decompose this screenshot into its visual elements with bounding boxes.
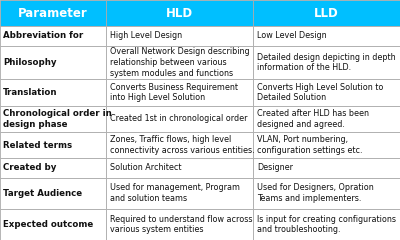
Text: Chronological order in
design phase: Chronological order in design phase — [3, 109, 112, 129]
Bar — [0, 26, 106, 46]
Bar — [253, 158, 400, 178]
Text: Converts Business Requirement
into High Level Solution: Converts Business Requirement into High … — [110, 83, 238, 102]
Bar — [0, 79, 106, 106]
Text: Expected outcome: Expected outcome — [3, 220, 94, 229]
Text: VLAN, Port numbering,
configuration settings etc.: VLAN, Port numbering, configuration sett… — [257, 135, 363, 155]
Bar — [253, 0, 400, 26]
Text: Translation: Translation — [3, 88, 58, 97]
Text: LLD: LLD — [314, 7, 339, 20]
Text: HLD: HLD — [166, 7, 193, 20]
Text: Designer: Designer — [257, 163, 293, 173]
Text: Philosophy: Philosophy — [3, 58, 57, 67]
Text: Overall Network Design describing
relationship between various
system modules an: Overall Network Design describing relati… — [110, 47, 250, 78]
Bar — [106, 106, 253, 132]
Text: Detailed design depicting in depth
information of the HLD.: Detailed design depicting in depth infor… — [257, 53, 396, 72]
Text: Parameter: Parameter — [18, 7, 88, 20]
Bar — [253, 132, 400, 158]
Text: Used for Designers, Opration
Teams and implementers.: Used for Designers, Opration Teams and i… — [257, 183, 374, 203]
Text: Created after HLD has been
designed and agreed.: Created after HLD has been designed and … — [257, 109, 369, 129]
Bar — [0, 106, 106, 132]
Bar — [106, 158, 253, 178]
Text: Converts High Level Solution to
Detailed Solution: Converts High Level Solution to Detailed… — [257, 83, 384, 102]
Text: Target Audience: Target Audience — [3, 189, 82, 198]
Text: Low Level Design: Low Level Design — [257, 31, 327, 41]
Bar — [253, 106, 400, 132]
Bar — [106, 46, 253, 79]
Bar — [253, 79, 400, 106]
Bar — [253, 46, 400, 79]
Bar — [106, 26, 253, 46]
Text: Used for management, Program
and solution teams: Used for management, Program and solutio… — [110, 183, 240, 203]
Bar — [106, 79, 253, 106]
Bar — [106, 0, 253, 26]
Text: Abbreviation for: Abbreviation for — [3, 31, 84, 41]
Text: Required to understand flow across
various system entities: Required to understand flow across vario… — [110, 215, 253, 234]
Text: High Level Design: High Level Design — [110, 31, 182, 41]
Bar — [0, 132, 106, 158]
Bar — [106, 132, 253, 158]
Bar — [106, 209, 253, 240]
Bar — [0, 158, 106, 178]
Bar — [0, 209, 106, 240]
Text: Zones, Traffic flows, high level
connectivity across various entities.: Zones, Traffic flows, high level connect… — [110, 135, 255, 155]
Text: Is input for creating configurations
and troubleshooting.: Is input for creating configurations and… — [257, 215, 396, 234]
Bar — [106, 178, 253, 209]
Text: Related terms: Related terms — [3, 141, 72, 150]
Text: Created by: Created by — [3, 163, 56, 173]
Bar — [253, 26, 400, 46]
Bar — [253, 209, 400, 240]
Text: Created 1st in chronological order: Created 1st in chronological order — [110, 114, 248, 123]
Bar — [0, 178, 106, 209]
Bar — [0, 0, 106, 26]
Text: Solution Architect: Solution Architect — [110, 163, 182, 173]
Bar — [0, 46, 106, 79]
Bar — [253, 178, 400, 209]
